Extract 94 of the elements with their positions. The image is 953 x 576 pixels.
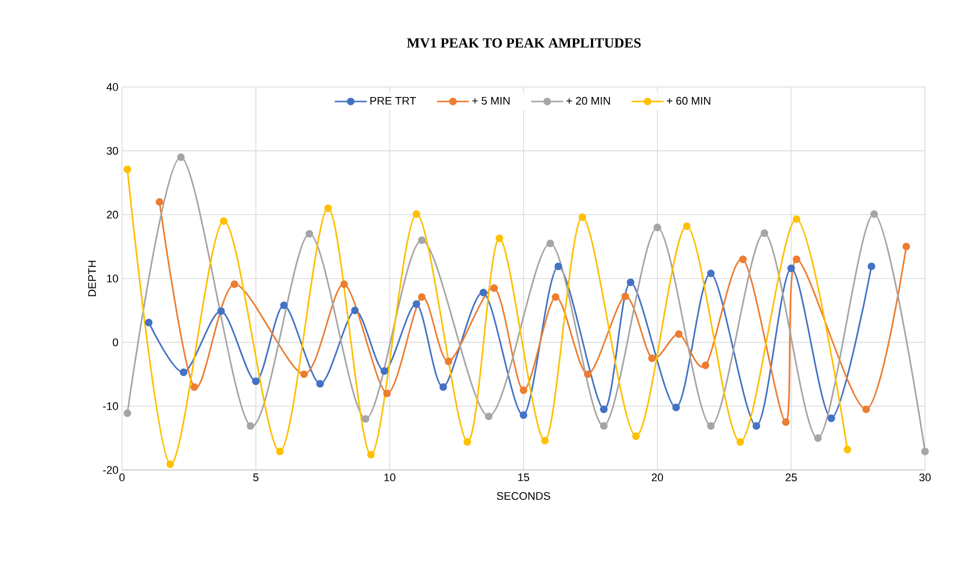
point [814, 434, 822, 442]
point [828, 414, 836, 422]
point [418, 293, 426, 301]
point [707, 270, 715, 278]
point [124, 166, 132, 174]
point [578, 213, 586, 222]
point [144, 318, 153, 326]
legend-label: PRE TRT [370, 96, 416, 105]
point [412, 210, 420, 218]
point [340, 280, 348, 288]
point [306, 230, 314, 238]
point [380, 367, 388, 375]
point [220, 217, 228, 225]
x-tick-label: 15 [518, 474, 530, 482]
y-tick-label: -20 [103, 466, 118, 474]
point [868, 262, 876, 270]
point [792, 215, 800, 223]
x-axis-title: SECONDS [496, 492, 550, 500]
point [520, 411, 528, 419]
y-tick-label: 30 [106, 146, 118, 155]
y-tick-label: 40 [106, 83, 118, 91]
point [902, 242, 910, 250]
point [600, 422, 608, 430]
legend-label: + 20 MIN [566, 96, 610, 105]
point [383, 390, 391, 398]
point [217, 307, 225, 315]
y-axis-title: DEPTH [88, 260, 96, 296]
point [316, 380, 324, 388]
point [480, 288, 488, 296]
point [739, 256, 747, 264]
point [672, 404, 680, 412]
point [362, 415, 370, 423]
point [124, 409, 132, 417]
point [707, 422, 715, 430]
legend-label: + 60 MIN [666, 96, 710, 105]
point [280, 302, 288, 310]
point [246, 422, 254, 430]
point [276, 448, 284, 456]
point [166, 460, 174, 468]
point [300, 370, 308, 378]
point [156, 198, 164, 206]
point [870, 210, 878, 218]
point [541, 436, 549, 444]
point [554, 262, 562, 270]
x-tick-label: 30 [919, 474, 931, 482]
point [682, 222, 691, 230]
point [464, 438, 472, 446]
point [190, 383, 198, 391]
point [862, 406, 870, 414]
x-tick-label: 5 [253, 474, 258, 482]
point [674, 330, 683, 338]
point [787, 264, 795, 272]
y-tick-label: -10 [103, 402, 118, 410]
point [654, 224, 662, 232]
point [782, 418, 790, 426]
y-tick-label: 0 [112, 338, 118, 346]
point [324, 204, 332, 212]
point [444, 358, 452, 366]
x-tick-label: 0 [119, 474, 125, 482]
point [844, 446, 852, 454]
x-tick-label: 10 [384, 474, 396, 482]
x-tick-label: 25 [786, 474, 797, 482]
point [736, 438, 744, 446]
point [792, 256, 800, 264]
point [584, 370, 592, 378]
point [702, 362, 710, 370]
point [921, 448, 929, 456]
point [626, 278, 634, 286]
point [177, 153, 185, 162]
legend-label: + 5 MIN [472, 96, 510, 105]
point [546, 240, 554, 248]
point [648, 354, 656, 362]
x-tick-label: 20 [652, 474, 663, 482]
point [552, 293, 560, 301]
point [621, 292, 630, 300]
point [600, 406, 608, 414]
point [351, 306, 359, 314]
point [418, 236, 426, 244]
chart-title: MV1 PEAK TO PEAK AMPLITUDES [406, 38, 641, 48]
point [520, 386, 528, 394]
point [632, 432, 640, 440]
point [484, 412, 493, 420]
point [180, 368, 188, 376]
point [412, 300, 420, 308]
point [752, 422, 760, 430]
point [760, 229, 768, 237]
point [367, 450, 375, 458]
y-tick-label: 10 [107, 274, 118, 282]
y-tick-label: 20 [106, 210, 118, 219]
point [230, 280, 238, 288]
point [496, 234, 504, 242]
point [252, 377, 260, 386]
point [439, 383, 448, 391]
point [490, 284, 498, 292]
